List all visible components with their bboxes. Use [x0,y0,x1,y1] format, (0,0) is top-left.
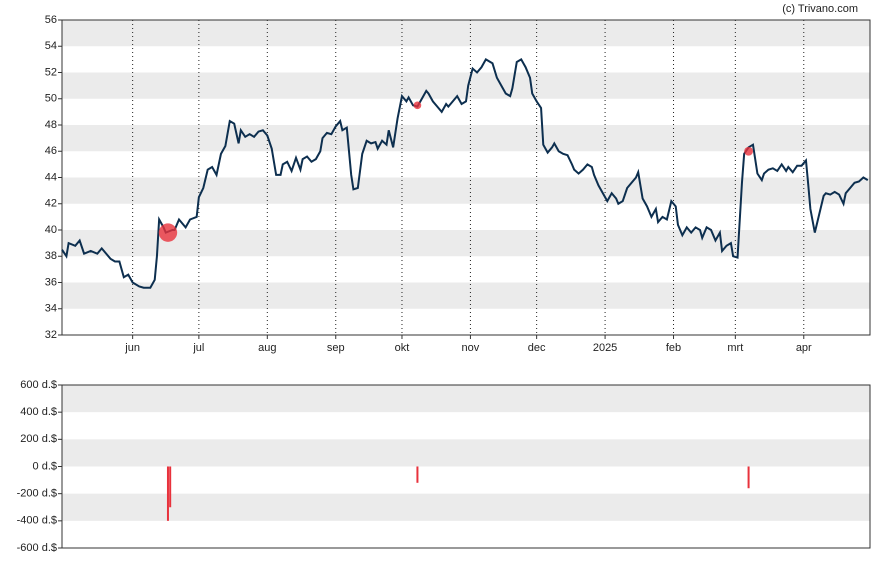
grid-band [62,230,870,257]
grid-band [62,439,870,467]
bar [416,466,419,483]
y-tick-label: 52 [45,66,57,78]
trade-marker [413,101,422,110]
y-tick-label: 34 [45,303,57,315]
y-tick-label: 38 [45,250,57,262]
y-tick-label: 54 [45,40,57,52]
y-tick-label: 42 [45,198,57,210]
x-tick-label: apr [796,342,812,354]
y-tick-label: 32 [45,329,57,341]
y-tick-label: -200 d.$ [17,488,57,500]
y-tick-label: -600 d.$ [17,542,57,554]
x-tick-label: nov [462,342,480,354]
x-tick-label: jul [192,342,204,354]
grid-band [62,282,870,309]
plot-border [61,19,871,336]
x-tick-label: dec [528,342,546,354]
y-tick-label: 48 [45,119,57,131]
x-tick-label: mrt [727,342,743,354]
y-tick-label: 600 d.$ [20,379,57,391]
x-tick-label: 2025 [593,342,617,354]
grid-band [62,493,870,521]
y-tick-label: 36 [45,276,57,288]
bar [747,466,750,489]
x-tick-label: jun [124,342,140,354]
x-tick-label: okt [395,342,410,354]
grid-band [62,385,870,413]
y-tick-label: 56 [45,14,57,26]
price-line [61,57,869,289]
grid-band [62,177,870,204]
bar [169,466,172,508]
grid-band [62,125,870,152]
x-tick-label: aug [258,342,276,354]
trade-marker [744,146,753,156]
y-tick-label: 0 d.$ [33,460,57,472]
credit: (c) Trivano.com [782,3,858,15]
x-tick-label: sep [327,342,345,354]
y-tick-label: 400 d.$ [20,406,57,418]
trade-marker [158,223,178,242]
y-tick-label: 40 [45,224,57,236]
y-tick-label: 46 [45,145,57,157]
x-tick-label: feb [666,342,681,354]
bar [166,466,169,521]
grid-band [62,20,870,47]
y-tick-label: 200 d.$ [20,433,57,445]
y-tick-label: 44 [45,171,57,183]
plot-border [61,384,871,549]
y-tick-label: -400 d.$ [17,515,57,527]
y-tick-label: 50 [45,93,57,105]
